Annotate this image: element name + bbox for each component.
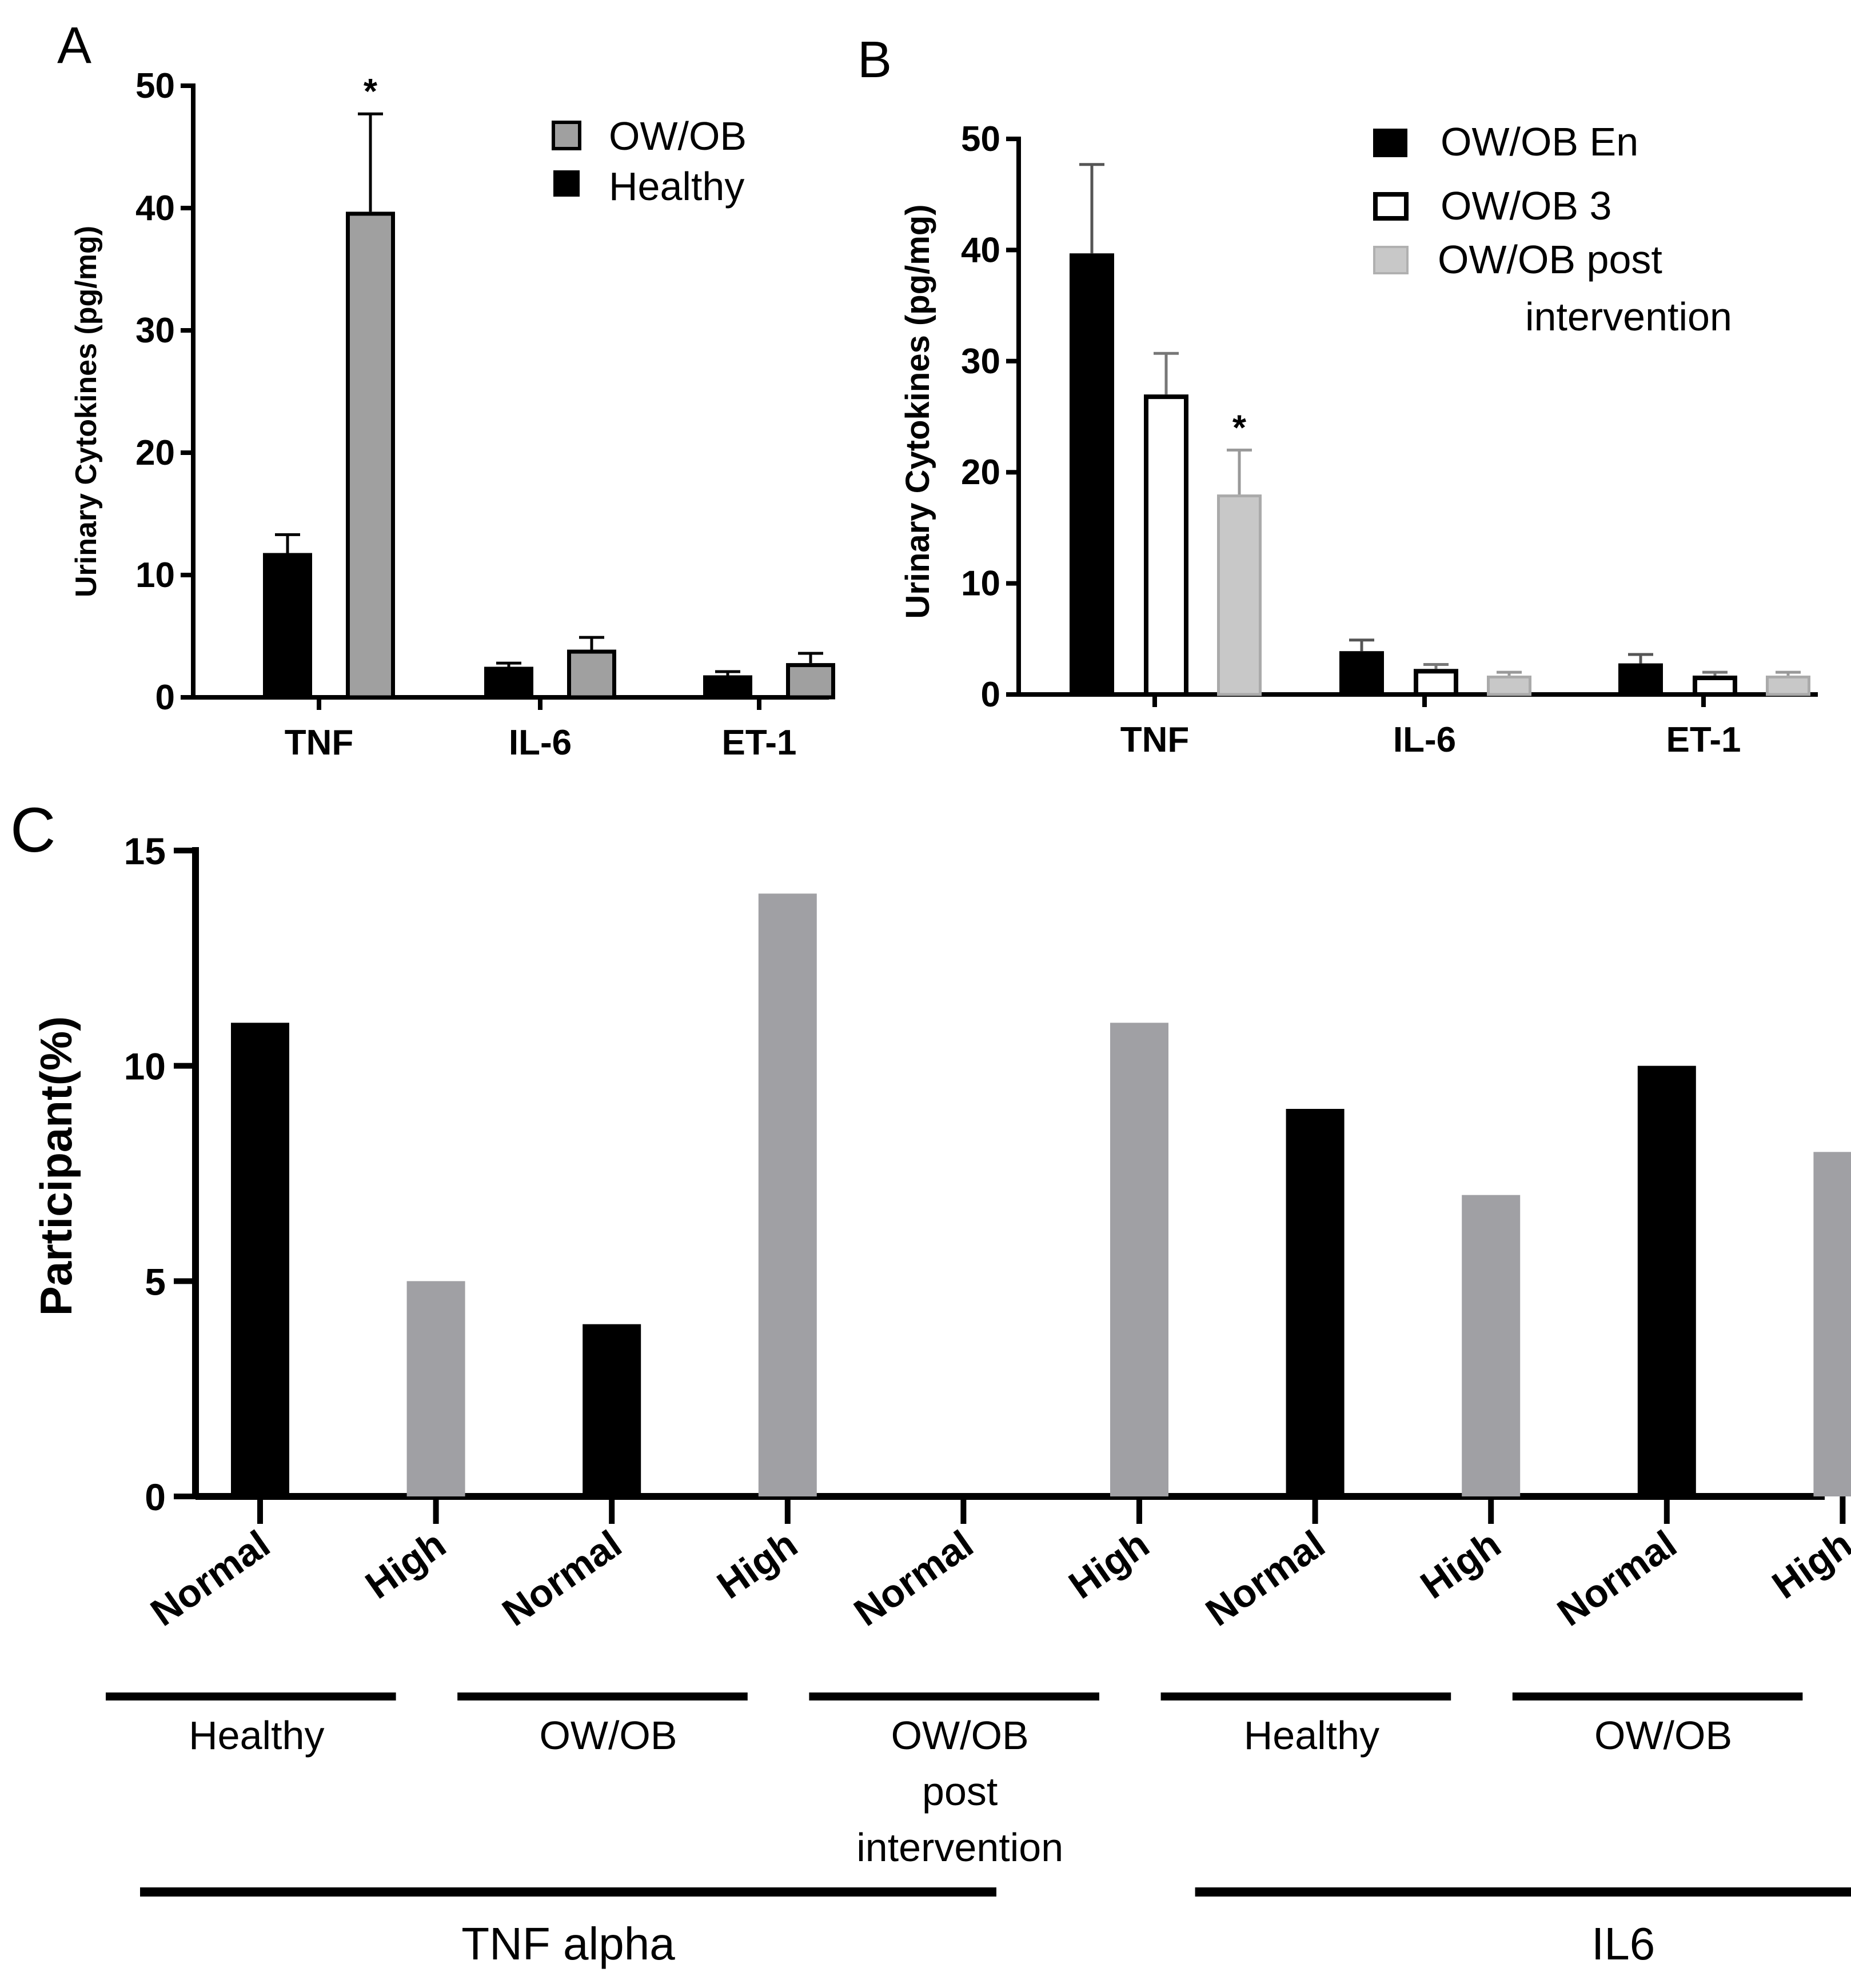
bar [583, 1324, 641, 1496]
bar [346, 211, 395, 700]
panel-a-chart: A Urinary Cytokines (pg/mg) 0 10 20 30 40 50 T… [57, 17, 835, 763]
legend-owob-3-label: OW/OB 3 [1441, 183, 1611, 228]
significance-marker: * [364, 72, 378, 111]
legend-owob-swatch [552, 121, 581, 150]
legend-owob-3-swatch [1373, 192, 1409, 221]
x-tick-label: Normal [1550, 1522, 1685, 1635]
x-tick-label: High [358, 1522, 453, 1607]
y-tick-label: 50 [961, 119, 1000, 159]
legend-intervention-label: intervention [1525, 294, 1732, 339]
panel-b-y-axis-title: Urinary Cytokines (pg/mg) [899, 204, 936, 618]
legend-owob-post-label: OW/OB post [1438, 237, 1662, 282]
group-label: OW/OB [1594, 1713, 1732, 1758]
y-tick-label: 40 [961, 230, 1000, 270]
x-tick-label: High [1765, 1522, 1851, 1607]
x-tick-label: Normal [846, 1522, 981, 1635]
y-tick-label: 30 [135, 311, 175, 350]
y-tick-label: 0 [145, 1476, 166, 1518]
bar [263, 553, 312, 697]
bar [1693, 675, 1737, 697]
panel-a-y-axis-title: Urinary Cytokines (pg/mg) [70, 226, 103, 597]
x-tick-label: Normal [1198, 1522, 1333, 1635]
x-tick-label: Normal [143, 1522, 278, 1635]
y-tick-label: 50 [135, 66, 175, 106]
bar [484, 666, 533, 697]
y-tick-label: 20 [961, 453, 1000, 492]
legend-owob-en-swatch [1373, 129, 1407, 157]
bar [1462, 1195, 1521, 1496]
panel-c-y-axis-title: Participant(%) [31, 1016, 81, 1316]
panel-a-legend: OW/OB Healthy [552, 114, 747, 209]
legend-owob-label: OW/OB [609, 114, 747, 158]
x-tick-label: IL-6 [509, 723, 572, 763]
y-tick-label: 0 [155, 678, 175, 717]
bar [1110, 1023, 1168, 1496]
x-tick-label: High [1061, 1522, 1156, 1607]
supergroup-label: IL6 [1591, 1918, 1655, 1969]
y-tick-label: 40 [135, 189, 175, 228]
bar [1766, 675, 1810, 696]
x-tick-label: High [1413, 1522, 1508, 1607]
x-tick-label: Normal [494, 1522, 629, 1635]
bar [1487, 675, 1531, 696]
panel-c-chart: C Participant(%) 0 5 10 15 Normal High Normal H… [10, 795, 1851, 1969]
y-tick-label: 0 [981, 675, 1000, 714]
y-tick-label: 5 [145, 1260, 166, 1303]
bar [1144, 394, 1188, 697]
group-label: OW/OB [539, 1713, 677, 1758]
bar [406, 1281, 465, 1496]
group-label: post [922, 1769, 998, 1814]
group-label: Healthy [1244, 1713, 1379, 1758]
bar [1618, 663, 1663, 694]
bar [1070, 253, 1114, 694]
legend-owob-en-label: OW/OB En [1441, 119, 1638, 164]
group-label: intervention [856, 1825, 1063, 1870]
x-tick-label: TNF [1120, 720, 1190, 760]
y-tick-label: 10 [124, 1045, 166, 1088]
bar [1217, 494, 1262, 696]
supergroup-label: TNF alpha [461, 1918, 675, 1969]
bar [1339, 651, 1384, 694]
y-tick-label: 10 [961, 564, 1000, 604]
legend-healthy-label: Healthy [609, 164, 744, 209]
significance-marker: * [1232, 408, 1247, 448]
bar [231, 1023, 289, 1496]
y-tick-label: 15 [124, 830, 166, 872]
panel-a-label: A [57, 17, 91, 74]
bar [758, 893, 817, 1496]
y-tick-label: 30 [961, 342, 1000, 381]
bar [1414, 669, 1458, 697]
panel-c-label: C [10, 795, 55, 865]
bar [567, 649, 616, 700]
bar [1637, 1065, 1696, 1496]
panel-b-chart: B Urinary Cytokines (pg/mg) 0 10 20 30 40 50 T… [857, 31, 1818, 760]
legend-owob-post-swatch [1373, 246, 1409, 274]
y-tick-label: 10 [135, 556, 175, 595]
x-tick-label: IL-6 [1393, 720, 1456, 760]
legend-healthy-swatch [553, 170, 580, 197]
panel-b-legend: OW/OB En OW/OB 3 OW/OB post intervention [1373, 119, 1732, 339]
group-label: OW/OB [891, 1713, 1029, 1758]
panel-b-label: B [857, 31, 892, 89]
y-tick-label: 20 [135, 433, 175, 473]
x-tick-label: ET-1 [722, 723, 797, 763]
x-tick-label: ET-1 [1666, 720, 1741, 760]
group-label: Healthy [189, 1713, 324, 1758]
x-tick-label: High [709, 1522, 805, 1607]
bar [703, 675, 752, 697]
x-tick-label: TNF [285, 723, 354, 763]
bar [1286, 1109, 1345, 1496]
bar [1813, 1152, 1851, 1496]
bar [786, 663, 835, 700]
